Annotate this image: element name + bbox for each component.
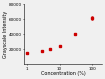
Y-axis label: Grayscale Intensity: Grayscale Intensity: [3, 11, 8, 58]
X-axis label: Concentration (%): Concentration (%): [41, 71, 85, 76]
